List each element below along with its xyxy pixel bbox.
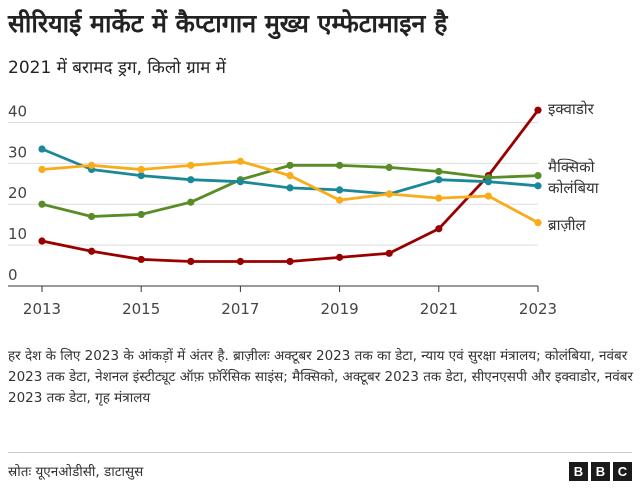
- data-point: [38, 145, 46, 153]
- data-point: [38, 200, 46, 208]
- data-point: [385, 163, 393, 172]
- data-point: [286, 161, 294, 169]
- chart-note: हर देश के लिए 2023 के आंकड़ों में अंतर ह…: [8, 348, 633, 406]
- data-point: [88, 247, 96, 255]
- data-point: [534, 182, 542, 190]
- data-point: [286, 184, 294, 192]
- data-point: [336, 186, 344, 194]
- x-tick-label: 2021: [420, 300, 458, 318]
- x-tick-label: 2017: [221, 300, 259, 318]
- data-point: [38, 165, 46, 174]
- y-tick-label: 20: [8, 184, 27, 202]
- logo-letter: B: [591, 462, 610, 481]
- data-point: [187, 161, 195, 169]
- y-tick-label: 0: [8, 266, 18, 284]
- data-point: [484, 178, 492, 186]
- data-point: [484, 192, 492, 200]
- data-point: [435, 176, 443, 184]
- series-labels: इक्वाडोर मैक्सिको कोलंबिया ब्राज़ील: [548, 100, 600, 234]
- data-point: [236, 157, 244, 165]
- logo-letter: C: [613, 462, 632, 481]
- data-point: [534, 219, 542, 227]
- data-point: [286, 172, 294, 180]
- x-tick-label: 2019: [321, 300, 359, 318]
- data-point: [137, 172, 145, 180]
- chart-subtitle: 2021 में बरामद ड्रग, किलो ग्राम में: [8, 58, 226, 78]
- logo-letter: B: [569, 462, 588, 481]
- data-point: [88, 212, 96, 221]
- footer-divider: [8, 452, 632, 453]
- x-tick-label: 2023: [519, 300, 557, 318]
- data-point: [534, 172, 542, 180]
- data-point: [137, 210, 145, 219]
- data-point: [38, 237, 46, 245]
- y-tick-label: 10: [8, 225, 27, 243]
- data-point: [435, 194, 443, 202]
- line-chart: 0 10 20 30 40 2013 2015 2017 2019 2021 2023 इक्वाड…: [8, 100, 600, 318]
- y-tick-label: 40: [8, 102, 27, 120]
- y-tick-label: 30: [8, 143, 27, 161]
- data-point: [187, 257, 195, 266]
- data-point: [336, 196, 344, 204]
- series-label: मैक्सिको: [548, 158, 596, 176]
- data-point: [286, 257, 294, 266]
- data-point: [88, 161, 96, 169]
- data-point: [236, 257, 244, 266]
- data-point: [187, 176, 195, 184]
- series-label: कोलंबिया: [548, 179, 600, 197]
- data-point: [336, 161, 344, 169]
- data-point: [236, 178, 244, 186]
- data-point: [385, 249, 393, 257]
- data-point: [336, 253, 344, 261]
- bbc-logo: B B C: [569, 462, 632, 481]
- series-label: ब्राज़ील: [548, 216, 586, 234]
- data-point: [137, 255, 145, 264]
- x-tick-label: 2013: [23, 300, 61, 318]
- series-line: [40, 159, 540, 225]
- grid-lines: [8, 121, 538, 287]
- data-point: [435, 225, 443, 233]
- x-tick-label: 2015: [122, 300, 160, 318]
- data-point: [534, 106, 542, 114]
- data-point: [187, 198, 195, 206]
- source-text: स्रोतः यूएनओडीसी, डाटासुस: [8, 464, 144, 480]
- data-point: [137, 165, 145, 174]
- series-lines: [38, 106, 542, 266]
- data-point: [385, 190, 393, 198]
- data-point: [435, 167, 443, 176]
- axis-labels: 0 10 20 30 40 2013 2015 2017 2019 2021 2023: [8, 102, 557, 318]
- series-label: इक्वाडोर: [548, 100, 595, 118]
- chart-title: सीरियाई मार्केट में कैप्टागान मुख्य एम्फ…: [8, 9, 448, 38]
